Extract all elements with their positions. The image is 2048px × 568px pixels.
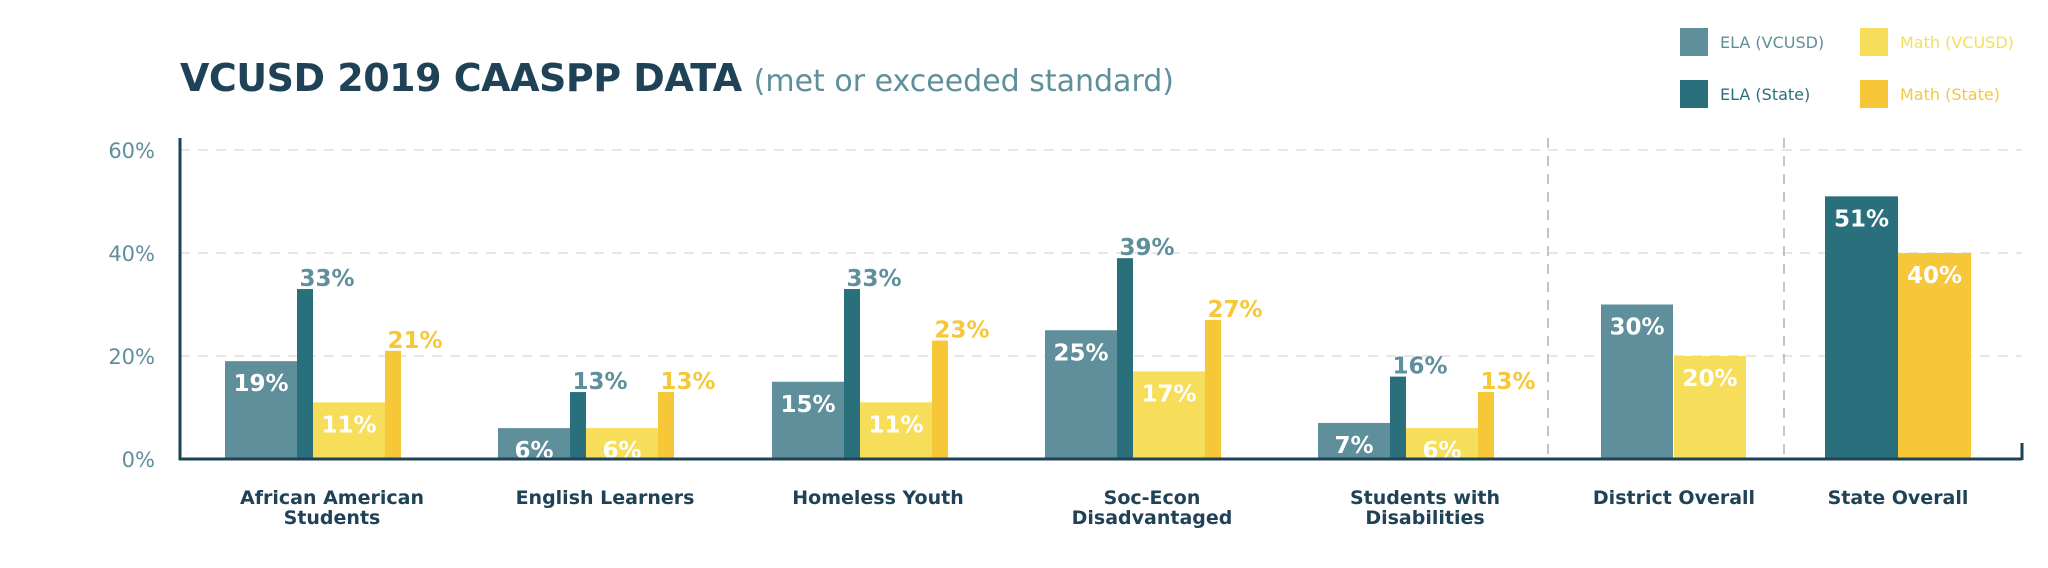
bar-math-state-state-overall <box>1898 253 1971 459</box>
bar-math-state-students-with-disabilities <box>1478 392 1494 459</box>
data-label-math-state-students-with-disabilities: 13% <box>1480 369 1535 395</box>
category-label-state-overall: State Overall <box>1828 487 1969 509</box>
data-label-ela-vcusd-soc-econ-disadvantaged: 25% <box>1053 340 1108 366</box>
category-label-homeless-youth: Homeless Youth <box>792 487 963 509</box>
y-tick-label: 60% <box>108 139 155 163</box>
data-label-ela-state-african-american-students: 33% <box>299 266 354 292</box>
bar-math-vcusd-english-learners <box>586 428 658 459</box>
category-label-students-with-disabilities: Disabilities <box>1365 507 1484 529</box>
bar-ela-state-homeless-youth <box>844 289 860 459</box>
data-label-math-vcusd-soc-econ-disadvantaged: 17% <box>1141 381 1196 407</box>
chart-legend: ELA (VCUSD) Math (VCUSD) ELA (State) Mat… <box>1680 28 2040 118</box>
bar-ela-vcusd-soc-econ-disadvantaged <box>1045 330 1117 459</box>
legend-swatch-math-state <box>1860 80 1888 108</box>
data-label-math-vcusd-african-american-students: 11% <box>321 412 376 438</box>
category-label-african-american-students: Students <box>284 507 381 529</box>
legend-swatch-ela-vcusd <box>1680 28 1708 56</box>
data-label-ela-vcusd-district-overall: 30% <box>1609 315 1664 341</box>
bar-ela-state-english-learners <box>570 392 586 459</box>
data-label-ela-state-state-overall: 51% <box>1834 206 1889 232</box>
legend-item-math-vcusd: Math (VCUSD) <box>1860 28 2014 56</box>
category-label-soc-econ-disadvantaged: Disadvantaged <box>1072 507 1233 529</box>
data-label-math-state-soc-econ-disadvantaged: 27% <box>1207 297 1262 323</box>
y-tick-label: 0% <box>122 448 155 472</box>
category-label-african-american-students: African American <box>240 487 424 509</box>
bar-ela-vcusd-students-with-disabilities <box>1318 422 1390 459</box>
category-label-soc-econ-disadvantaged: Soc-Econ <box>1104 487 1201 509</box>
data-label-math-vcusd-homeless-youth: 11% <box>868 412 923 438</box>
bar-math-state-soc-econ-disadvantaged <box>1205 319 1221 459</box>
data-label-ela-state-soc-econ-disadvantaged: 39% <box>1119 235 1174 261</box>
bar-ela-vcusd-homeless-youth <box>772 381 844 459</box>
legend-item-math-state: Math (State) <box>1860 80 2000 108</box>
data-label-math-vcusd-district-overall: 20% <box>1682 366 1737 392</box>
legend-label-ela-state: ELA (State) <box>1720 84 1811 104</box>
y-tick-label: 40% <box>108 242 155 266</box>
data-label-ela-state-english-learners: 13% <box>572 369 627 395</box>
data-label-math-state-african-american-students: 21% <box>387 328 442 354</box>
bar-ela-vcusd-district-overall <box>1601 304 1673 459</box>
bar-ela-state-soc-econ-disadvantaged <box>1117 258 1133 459</box>
legend-label-math-state: Math (State) <box>1900 84 2000 104</box>
data-label-ela-vcusd-students-with-disabilities: 7% <box>1334 433 1373 459</box>
bar-ela-state-students-with-disabilities <box>1390 376 1406 459</box>
legend-label-math-vcusd: Math (VCUSD) <box>1900 32 2014 52</box>
bar-math-vcusd-district-overall <box>1674 356 1746 459</box>
category-label-district-overall: District Overall <box>1593 487 1755 509</box>
legend-swatch-ela-state <box>1680 80 1708 108</box>
data-label-ela-vcusd-african-american-students: 19% <box>233 371 288 397</box>
legend-label-ela-vcusd: ELA (VCUSD) <box>1720 32 1825 52</box>
data-label-math-state-english-learners: 13% <box>660 369 715 395</box>
legend-item-ela-state: ELA (State) <box>1680 80 1810 108</box>
bar-math-state-homeless-youth <box>932 340 948 459</box>
bar-math-state-african-american-students <box>385 350 401 459</box>
bar-ela-vcusd-english-learners <box>498 428 570 459</box>
chart-title: VCUSD 2019 CAASPP DATA <box>180 56 742 100</box>
y-tick-label: 20% <box>108 345 155 369</box>
chart-subtitle: (met or exceeded standard) <box>753 64 1174 99</box>
data-label-ela-state-students-with-disabilities: 16% <box>1392 354 1447 380</box>
category-label-students-with-disabilities: Students with <box>1350 487 1500 509</box>
bar-math-vcusd-homeless-youth <box>860 402 932 459</box>
category-label-english-learners: English Learners <box>516 487 695 509</box>
bar-math-vcusd-soc-econ-disadvantaged <box>1133 371 1205 459</box>
bar-ela-state-state-overall <box>1825 196 1898 459</box>
bar-math-vcusd-students-with-disabilities <box>1406 428 1478 459</box>
data-label-ela-vcusd-homeless-youth: 15% <box>780 392 835 418</box>
bar-math-vcusd-african-american-students <box>313 402 385 459</box>
legend-item-ela-vcusd: ELA (VCUSD) <box>1680 28 1824 56</box>
bar-math-state-english-learners <box>658 392 674 459</box>
data-label-ela-state-homeless-youth: 33% <box>846 266 901 292</box>
data-label-math-state-homeless-youth: 23% <box>934 318 989 344</box>
bar-ela-state-african-american-students <box>297 289 313 459</box>
data-label-math-state-state-overall: 40% <box>1907 263 1962 289</box>
chart-title-row: VCUSD 2019 CAASPP DATA (met or exceeded … <box>180 56 1174 100</box>
legend-swatch-math-vcusd <box>1860 28 1888 56</box>
bar-ela-vcusd-african-american-students <box>225 361 297 459</box>
